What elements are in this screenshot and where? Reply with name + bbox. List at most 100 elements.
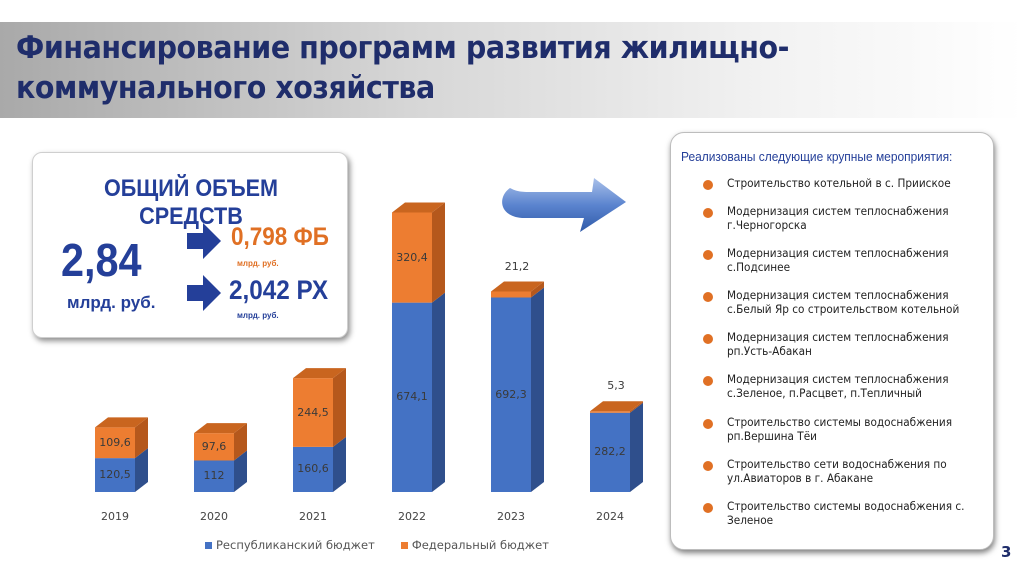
event-text: Модернизация систем теплоснабжения г.Чер… (727, 205, 949, 232)
bar-side (432, 202, 445, 303)
bar-segment (491, 297, 531, 492)
title-band (0, 22, 1024, 118)
bar-segment (95, 458, 135, 492)
bar-segment (293, 446, 333, 492)
event-item: Строительство котельной в с. Прииское (703, 177, 983, 191)
total-value: 2,84 (61, 234, 142, 286)
event-text: Строительство системы водоснабжения рп.В… (727, 416, 953, 443)
event-text: Модернизация систем теплоснабжения с.Бел… (727, 289, 960, 316)
x-axis-label: 2019 (101, 510, 129, 523)
bullet-icon (703, 208, 713, 218)
data-label: 692,3 (495, 387, 527, 401)
bullet-icon (703, 334, 713, 344)
bar-side (333, 368, 346, 447)
bar-segment (95, 427, 135, 459)
event-text: Модернизация систем теплоснабжения рп.Ус… (727, 331, 949, 358)
event-text: Строительство сети водоснабжения по ул.А… (727, 458, 947, 485)
x-axis-label: 2020 (200, 510, 228, 523)
data-label: 282,2 (594, 445, 626, 459)
arrow-right-icon (187, 223, 221, 259)
data-label: 109,6 (99, 435, 131, 449)
federal-unit: млрд. руб. (237, 259, 279, 268)
x-axis-label: 2021 (299, 510, 327, 523)
curved-arrow-icon (502, 178, 626, 232)
data-label: 674,1 (396, 390, 428, 404)
bar-segment (392, 302, 432, 492)
bullet-icon (703, 419, 713, 429)
legend-label: Федеральный бюджет (411, 538, 549, 552)
bar-side (531, 281, 544, 298)
data-label: 5,3 (607, 379, 625, 393)
arrow-right-icon (187, 275, 221, 311)
bar-side (135, 448, 148, 492)
data-label: 21,2 (504, 259, 530, 273)
event-item: Модернизация систем теплоснабжения с.Под… (703, 247, 983, 275)
chart-bars (95, 202, 643, 492)
chart-legend: Республиканский бюджет Федеральный бюдже… (205, 538, 549, 552)
data-label: 112 (203, 469, 225, 483)
event-text: Модернизация систем теплоснабжения с.Зел… (727, 373, 949, 400)
event-item: Модернизация систем теплоснабжения с.Зел… (703, 373, 983, 401)
bar-top (590, 401, 643, 412)
total-unit: млрд. руб. (67, 293, 156, 312)
event-text: Модернизация систем теплоснабжения с.Под… (727, 247, 949, 274)
bar-segment (392, 212, 432, 303)
x-axis-label: 2024 (596, 510, 624, 523)
event-item: Модернизация систем теплоснабжения г.Чер… (703, 205, 983, 233)
bar-side (234, 450, 247, 492)
legend-swatch (205, 541, 212, 549)
bullet-icon (703, 376, 713, 386)
bullet-icon (703, 461, 713, 471)
bar-side (234, 423, 247, 461)
legend-item-republic: Республиканский бюджет (205, 538, 375, 552)
bar-side (432, 292, 445, 492)
event-text: Строительство котельной в с. Прииское (727, 177, 951, 190)
bar-top (293, 368, 346, 379)
bar-side (531, 287, 544, 492)
republic-value: 2,042 РХ (229, 275, 329, 305)
events-heading: Реализованы следующие крупные мероприяти… (681, 149, 953, 164)
funding-chart: 120,5 109,6 2019 112 97,6 2020 160,6 244,5 2021 6… (95, 202, 643, 552)
bar-segment (491, 291, 531, 298)
event-item: Строительство системы водоснабжения с. З… (703, 500, 983, 528)
legend-label: Республиканский бюджет (216, 538, 375, 552)
data-label: 244,5 (297, 405, 329, 419)
federal-value: 0,798 ФБ (231, 223, 329, 251)
republic-unit: млрд. руб. (237, 311, 279, 320)
x-axis-label: 2022 (398, 510, 426, 523)
total-funding-card: ОБЩИЙ ОБЪЕМ СРЕДСТВ 2,84 млрд. руб. 0,79… (32, 152, 348, 338)
bar-segment (194, 460, 234, 492)
bullet-icon (703, 250, 713, 260)
data-label: 120,5 (99, 468, 131, 482)
bar-segment (590, 412, 630, 492)
bullet-icon (703, 180, 713, 190)
event-text: Строительство системы водоснабжения с. З… (727, 500, 965, 527)
events-card: Реализованы следующие крупные мероприяти… (670, 132, 994, 550)
bullet-icon (703, 503, 713, 513)
bar-top (194, 423, 247, 434)
data-label: 320,4 (396, 250, 428, 264)
data-label: 97,6 (201, 439, 227, 453)
data-label: 160,6 (297, 462, 329, 476)
bar-side (630, 401, 643, 413)
bar-side (630, 402, 643, 492)
event-item: Модернизация систем теплоснабжения с.Бел… (703, 289, 983, 317)
bar-top (95, 417, 148, 428)
bar-top (491, 281, 544, 292)
legend-item-federal: Федеральный бюджет (400, 538, 549, 552)
bar-segment (590, 411, 630, 413)
bar-top (392, 202, 445, 213)
event-item: Модернизация систем теплоснабжения рп.Ус… (703, 331, 983, 359)
bar-side (135, 417, 148, 459)
bullet-icon (703, 292, 713, 302)
page-title: Финансирование программ развития жилищно… (16, 30, 789, 106)
bar-segment (293, 378, 333, 447)
page-number: 3 (1001, 543, 1012, 561)
bar-segment (194, 433, 234, 461)
x-axis-label: 2023 (497, 510, 525, 523)
legend-swatch (400, 541, 408, 549)
total-heading: ОБЩИЙ ОБЪЕМ СРЕДСТВ (103, 175, 279, 230)
bar-side (333, 436, 346, 492)
event-item: Строительство системы водоснабжения рп.В… (703, 416, 983, 444)
event-item: Строительство сети водоснабжения по ул.А… (703, 458, 983, 486)
